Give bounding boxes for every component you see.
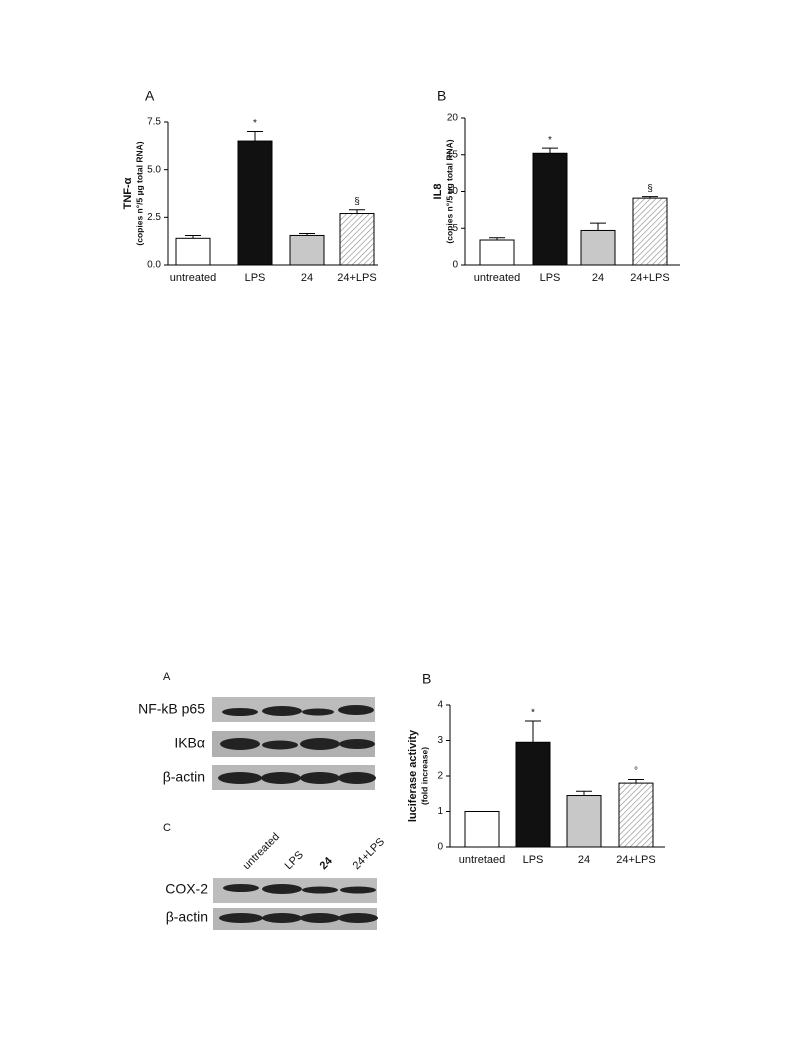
annotation: °	[634, 766, 638, 777]
error-bar	[628, 779, 644, 784]
y-tick-label: 0.0	[147, 260, 161, 271]
y-axis-label: (copies n°/5 µg total RNA)	[444, 139, 454, 243]
blot-panel-a: A NF-kB p65 IKBα β-actin	[138, 671, 376, 790]
x-tick-label: 24+LPS	[630, 272, 669, 284]
error-bar	[576, 790, 592, 796]
y-axis-label: (fold increase)	[419, 747, 429, 805]
bar	[479, 239, 515, 266]
annotation: §	[647, 183, 653, 194]
lane-label: untreated	[241, 831, 282, 872]
error-bar	[525, 720, 541, 743]
error-bar	[590, 222, 606, 231]
blot-row-label: β-actin	[166, 909, 208, 925]
lane-label: 24	[318, 854, 336, 872]
panel-letter: C	[163, 822, 171, 834]
panel-letter: B	[422, 671, 431, 687]
error-bar	[489, 237, 505, 241]
y-tick-label: 4	[437, 700, 443, 711]
blot-panel-c: C untreated LPS 24 24+LPS COX-2 β-actin	[163, 822, 387, 930]
y-tick-label: 1	[437, 806, 443, 817]
y-tick-label: 10	[447, 186, 459, 197]
y-tick-label: 5.0	[147, 164, 161, 175]
bar	[632, 197, 668, 266]
bar	[237, 140, 273, 266]
y-tick-label: 20	[447, 113, 459, 124]
panel-letter: B	[437, 88, 446, 104]
y-tick-label: 3	[437, 735, 443, 746]
x-tick-label: LPS	[523, 854, 544, 866]
annotation: *	[253, 118, 257, 129]
bar	[464, 811, 500, 848]
bar	[339, 213, 375, 266]
bar	[618, 782, 654, 848]
x-tick-label: 24+LPS	[337, 272, 376, 284]
error-bar	[247, 131, 263, 142]
x-tick-label: 24	[592, 272, 604, 284]
x-tick-label: untreated	[474, 272, 520, 284]
error-bar	[299, 233, 315, 236]
annotation: *	[548, 135, 552, 146]
panel-letter: A	[145, 88, 155, 104]
x-tick-label: 24	[301, 272, 313, 284]
y-tick-label: 2	[437, 771, 443, 782]
x-tick-label: LPS	[540, 272, 561, 284]
x-tick-label: untreated	[170, 272, 216, 284]
bar	[175, 237, 211, 266]
bar	[289, 234, 325, 266]
bar	[566, 795, 602, 848]
y-axis-label: luciferase activity	[407, 729, 419, 822]
x-tick-label: untretaed	[459, 854, 505, 866]
lane-label: 24+LPS	[351, 836, 387, 872]
blot-row-label: β-actin	[163, 769, 205, 785]
error-bar	[185, 234, 201, 239]
annotation: *	[531, 708, 535, 719]
y-axis-label: (copies n°/5 µg total RNA)	[134, 141, 144, 245]
bar	[532, 152, 568, 266]
y-tick-label: 7.5	[147, 117, 161, 128]
blot-row-label: COX-2	[165, 881, 208, 897]
bar	[580, 229, 616, 266]
y-tick-label: 5	[452, 223, 458, 234]
y-axis-label: TNF-α	[122, 177, 134, 209]
y-axis-label: IL8	[432, 184, 444, 200]
error-bar	[642, 196, 658, 199]
bar	[515, 741, 551, 848]
panel-letter: A	[163, 671, 171, 683]
y-tick-label: 0	[452, 260, 458, 271]
y-tick-label: 15	[447, 149, 459, 160]
annotation: §	[354, 196, 360, 207]
x-tick-label: LPS	[245, 272, 266, 284]
error-bar	[542, 147, 558, 154]
blot-row-label: NF-kB p65	[138, 701, 205, 717]
y-tick-label: 0	[437, 842, 443, 853]
x-tick-label: 24+LPS	[616, 854, 655, 866]
error-bar	[349, 209, 365, 214]
blot-row-label: IKBα	[174, 735, 205, 751]
x-tick-label: 24	[578, 854, 590, 866]
y-tick-label: 2.5	[147, 212, 161, 223]
lane-label: LPS	[283, 849, 306, 872]
